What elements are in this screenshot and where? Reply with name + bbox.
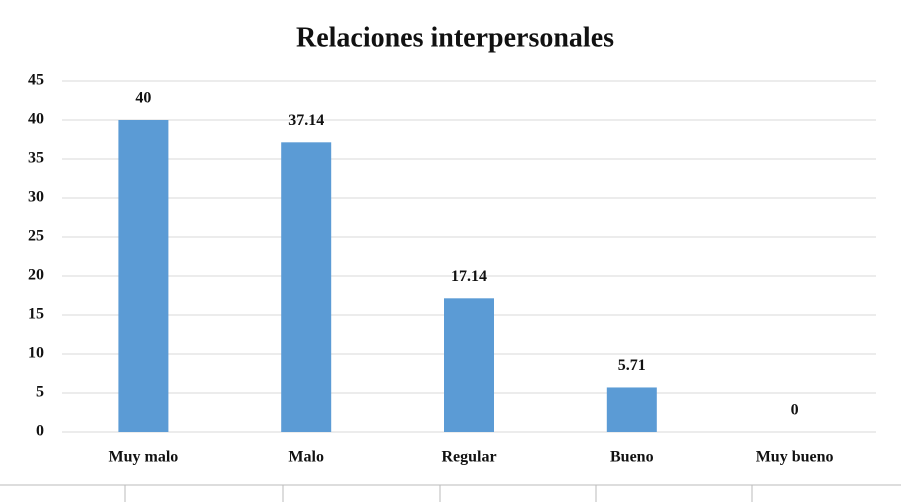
y-tick-label: 35: [28, 150, 44, 167]
y-tick-label: 30: [28, 189, 44, 206]
y-tick-label: 0: [36, 423, 44, 440]
data-label: 5.71: [618, 357, 646, 374]
data-label: 37.14: [288, 112, 324, 129]
y-tick-label: 25: [28, 228, 44, 245]
y-tick-label: 10: [28, 345, 44, 362]
data-label: 17.14: [451, 268, 487, 285]
bar: [118, 120, 169, 432]
bar: [281, 142, 332, 433]
x-tick-label: Muy bueno: [756, 449, 834, 466]
y-tick-label: 40: [28, 111, 44, 128]
x-tick-label: Muy malo: [109, 449, 179, 466]
x-tick-label: Malo: [288, 449, 324, 466]
bar: [606, 387, 657, 432]
x-tick-label: Regular: [441, 449, 496, 466]
bottom-frame: [0, 484, 901, 502]
data-label: 40: [135, 90, 151, 107]
y-tick-label: 5: [36, 384, 44, 401]
data-label: 0: [791, 402, 799, 419]
y-tick-label: 20: [28, 267, 44, 284]
y-tick-label: 45: [28, 72, 44, 89]
bar: [444, 298, 494, 432]
y-tick-label: 15: [28, 306, 44, 323]
chart-title: Relaciones interpersonales: [296, 22, 614, 53]
x-tick-label: Bueno: [610, 449, 654, 466]
